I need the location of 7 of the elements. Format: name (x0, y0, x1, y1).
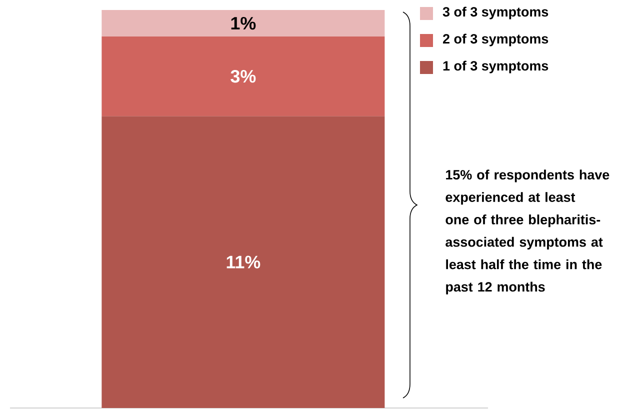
legend-label: 3 of 3 symptoms (442, 6, 548, 20)
legend-label: 1 of 3 symptoms (443, 60, 548, 74)
legend-label: 2 of 3 symptoms (442, 34, 548, 46)
text: 15% of respondents have experienced at least one of three blepharitis-associated symptoms at least half the time in the past 12 months (446, 170, 610, 294)
data-label: 1% (231, 16, 256, 30)
data-label: 3% (230, 70, 256, 83)
data-label: 11% (226, 256, 260, 268)
